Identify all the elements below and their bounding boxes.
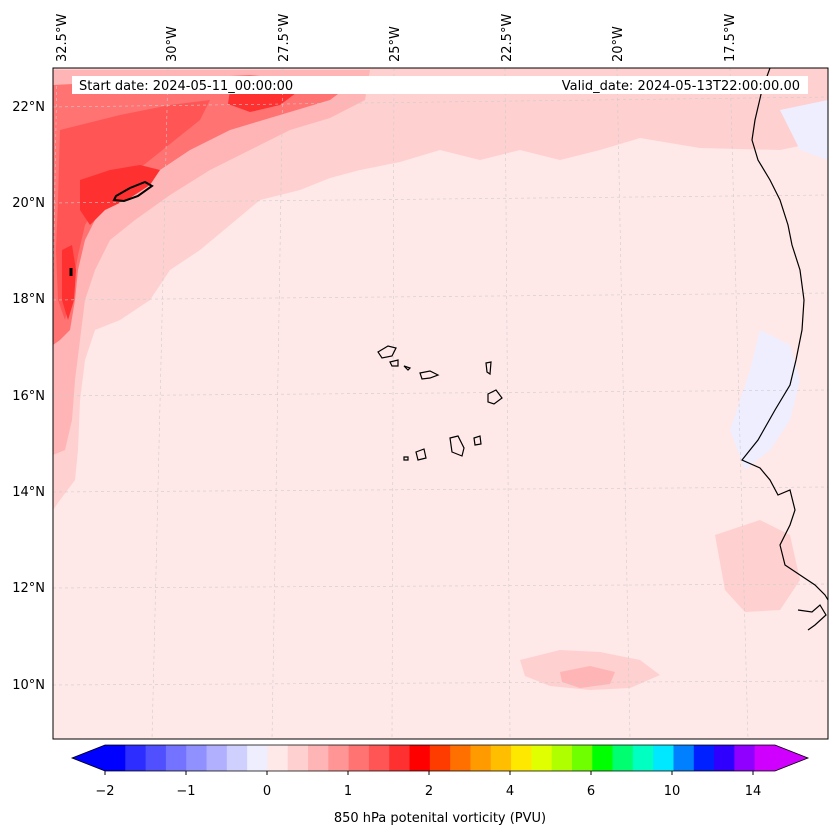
colorbar-segment <box>206 745 228 771</box>
cb-tick-4: 4 <box>506 784 514 799</box>
start-date-label: Start date: 2024-05-11_00:00:00 <box>79 79 293 94</box>
colorbar-segment <box>226 745 248 771</box>
graticule <box>53 68 828 739</box>
cb-tick-0: 0 <box>263 784 271 799</box>
pv-contour-stronger <box>56 100 210 320</box>
colorbar-title: 850 hPa potenital vorticity (PVU) <box>334 811 546 826</box>
lon-label-25w: 25°W <box>388 26 403 62</box>
colorbar <box>70 744 810 775</box>
lat-label-20n: 20°N <box>12 196 45 211</box>
lon-label-27-5w: 27.5°W <box>277 14 292 62</box>
pv-contour-max-west <box>62 245 76 320</box>
longitude-labels: 32.5°W 30°W 27.5°W 25°W 22.5°W 20°W 17.5… <box>55 14 738 62</box>
colorbar-segment <box>490 745 512 771</box>
lat-label-12n: 12°N <box>12 581 45 596</box>
cb-tick-1: 1 <box>344 784 352 799</box>
cb-tick-minus1: −1 <box>176 784 195 799</box>
pv-contour-medium-south <box>560 666 615 688</box>
coastline-guinea-bissau <box>797 604 827 631</box>
colorbar-segment <box>450 745 471 771</box>
colorbar-segment <box>551 745 573 771</box>
pv-contour-max <box>80 165 160 225</box>
lat-label-18n: 18°N <box>12 292 45 307</box>
colorbar-segment <box>693 745 715 771</box>
colorbar-segment <box>328 745 350 771</box>
colorbar-segment <box>734 745 756 771</box>
lat-label-22n: 22°N <box>12 100 45 115</box>
colorbar-segment <box>470 745 492 771</box>
colorbar-segment <box>754 745 776 771</box>
colorbar-segment <box>592 745 614 771</box>
colorbar-segment <box>145 745 167 771</box>
pv-contour-negative-ne <box>780 100 828 160</box>
colorbar-segment <box>429 745 451 771</box>
lat-label-10n: 10°N <box>12 678 45 693</box>
colorbar-segment <box>368 745 390 771</box>
pv-contour-light <box>53 68 828 510</box>
colorbar-segment <box>267 745 289 771</box>
colorbar-segment <box>308 745 329 771</box>
colorbar-segment <box>714 745 735 771</box>
lon-label-32-5w: 32.5°W <box>55 14 70 62</box>
date-banner <box>72 76 808 94</box>
colorbar-segment <box>287 745 309 771</box>
colorbar-segment <box>125 745 147 771</box>
pv-contour-light-east <box>560 88 790 145</box>
pv-field <box>53 68 828 739</box>
lat-label-14n: 14°N <box>12 485 45 500</box>
cb-tick-2: 2 <box>425 784 433 799</box>
colorbar-ticks: −2 −1 0 1 2 4 6 10 14 <box>95 784 761 799</box>
colorbar-segment <box>571 745 593 771</box>
colorbar-segment <box>165 745 187 771</box>
cape-verde-islands <box>377 345 503 461</box>
lon-label-30w: 30°W <box>165 26 180 62</box>
colorbar-segment <box>653 745 674 771</box>
colorbar-segment <box>247 745 268 771</box>
colorbar-segment <box>105 745 126 771</box>
lon-label-17-5w: 17.5°W <box>723 14 738 62</box>
colorbar-segment <box>409 745 431 771</box>
cb-tick-14: 14 <box>745 784 762 799</box>
colorbar-segment <box>612 745 634 771</box>
colorbar-segment <box>632 745 654 771</box>
colorbar-segment <box>348 745 370 771</box>
valid-date-label: Valid_date: 2024-05-13T22:00:00.00 <box>562 79 800 94</box>
pv-contour-light-se <box>715 520 800 612</box>
pv-contour-line-high <box>112 180 154 203</box>
colorbar-segment <box>531 745 553 771</box>
coastline-africa <box>741 68 828 601</box>
pv-contour-negative <box>730 330 800 470</box>
cb-tick-10: 10 <box>664 784 681 799</box>
lat-label-16n: 16°N <box>12 389 45 404</box>
colorbar-segment <box>673 745 695 771</box>
colorbar-segment <box>511 745 532 771</box>
lon-label-20w: 20°W <box>611 26 626 62</box>
latitude-labels: 22°N 20°N 18°N 16°N 14°N 12°N 10°N <box>12 100 45 693</box>
cb-tick-minus2: −2 <box>95 784 114 799</box>
colorbar-segment <box>186 745 208 771</box>
colorbar-extend-max <box>775 745 808 771</box>
lon-label-22-5w: 22.5°W <box>500 14 515 62</box>
colorbar-extend-min <box>72 745 105 771</box>
cb-tick-6: 6 <box>587 784 595 799</box>
map-frame <box>52 67 829 740</box>
colorbar-segment <box>389 745 411 771</box>
